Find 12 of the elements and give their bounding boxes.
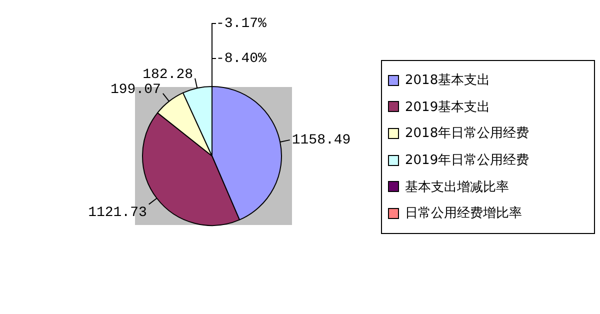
data-label: 1121.73 (88, 205, 147, 222)
legend-label: 日常公用经费增比率 (405, 205, 522, 222)
legend-label: 2019年日常公用经费 (405, 152, 530, 170)
legend-label: 2019基本支出 (405, 98, 490, 116)
text: -3.17% (216, 16, 268, 32)
text: -8.40% (216, 51, 268, 68)
legend-label: 2018基本支出 (405, 72, 490, 90)
data-label: 199.07 (110, 82, 161, 98)
data-label: 182.28 (142, 67, 194, 84)
legend-label: 基本支出增减比率 (405, 178, 509, 196)
legend-label: 2018年日常公用经费 (405, 125, 530, 142)
data-label: 1158.49 (292, 132, 351, 149)
